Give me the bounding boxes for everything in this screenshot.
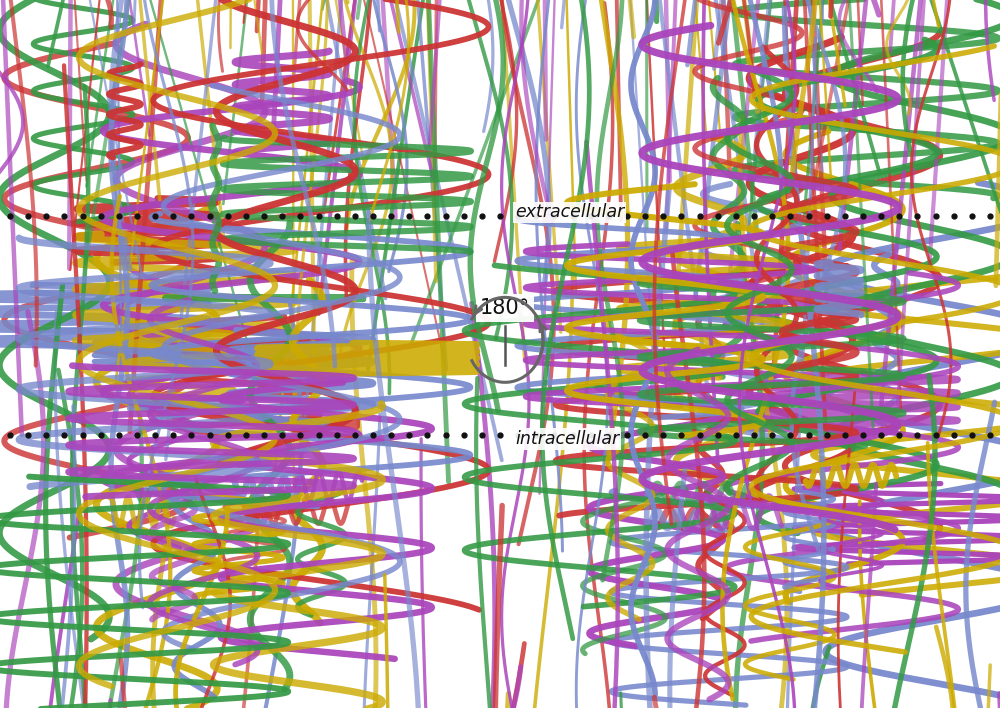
Text: intracellular: intracellular [515,430,619,448]
Text: 180°: 180° [480,298,530,318]
Text: extracellular: extracellular [515,203,624,222]
